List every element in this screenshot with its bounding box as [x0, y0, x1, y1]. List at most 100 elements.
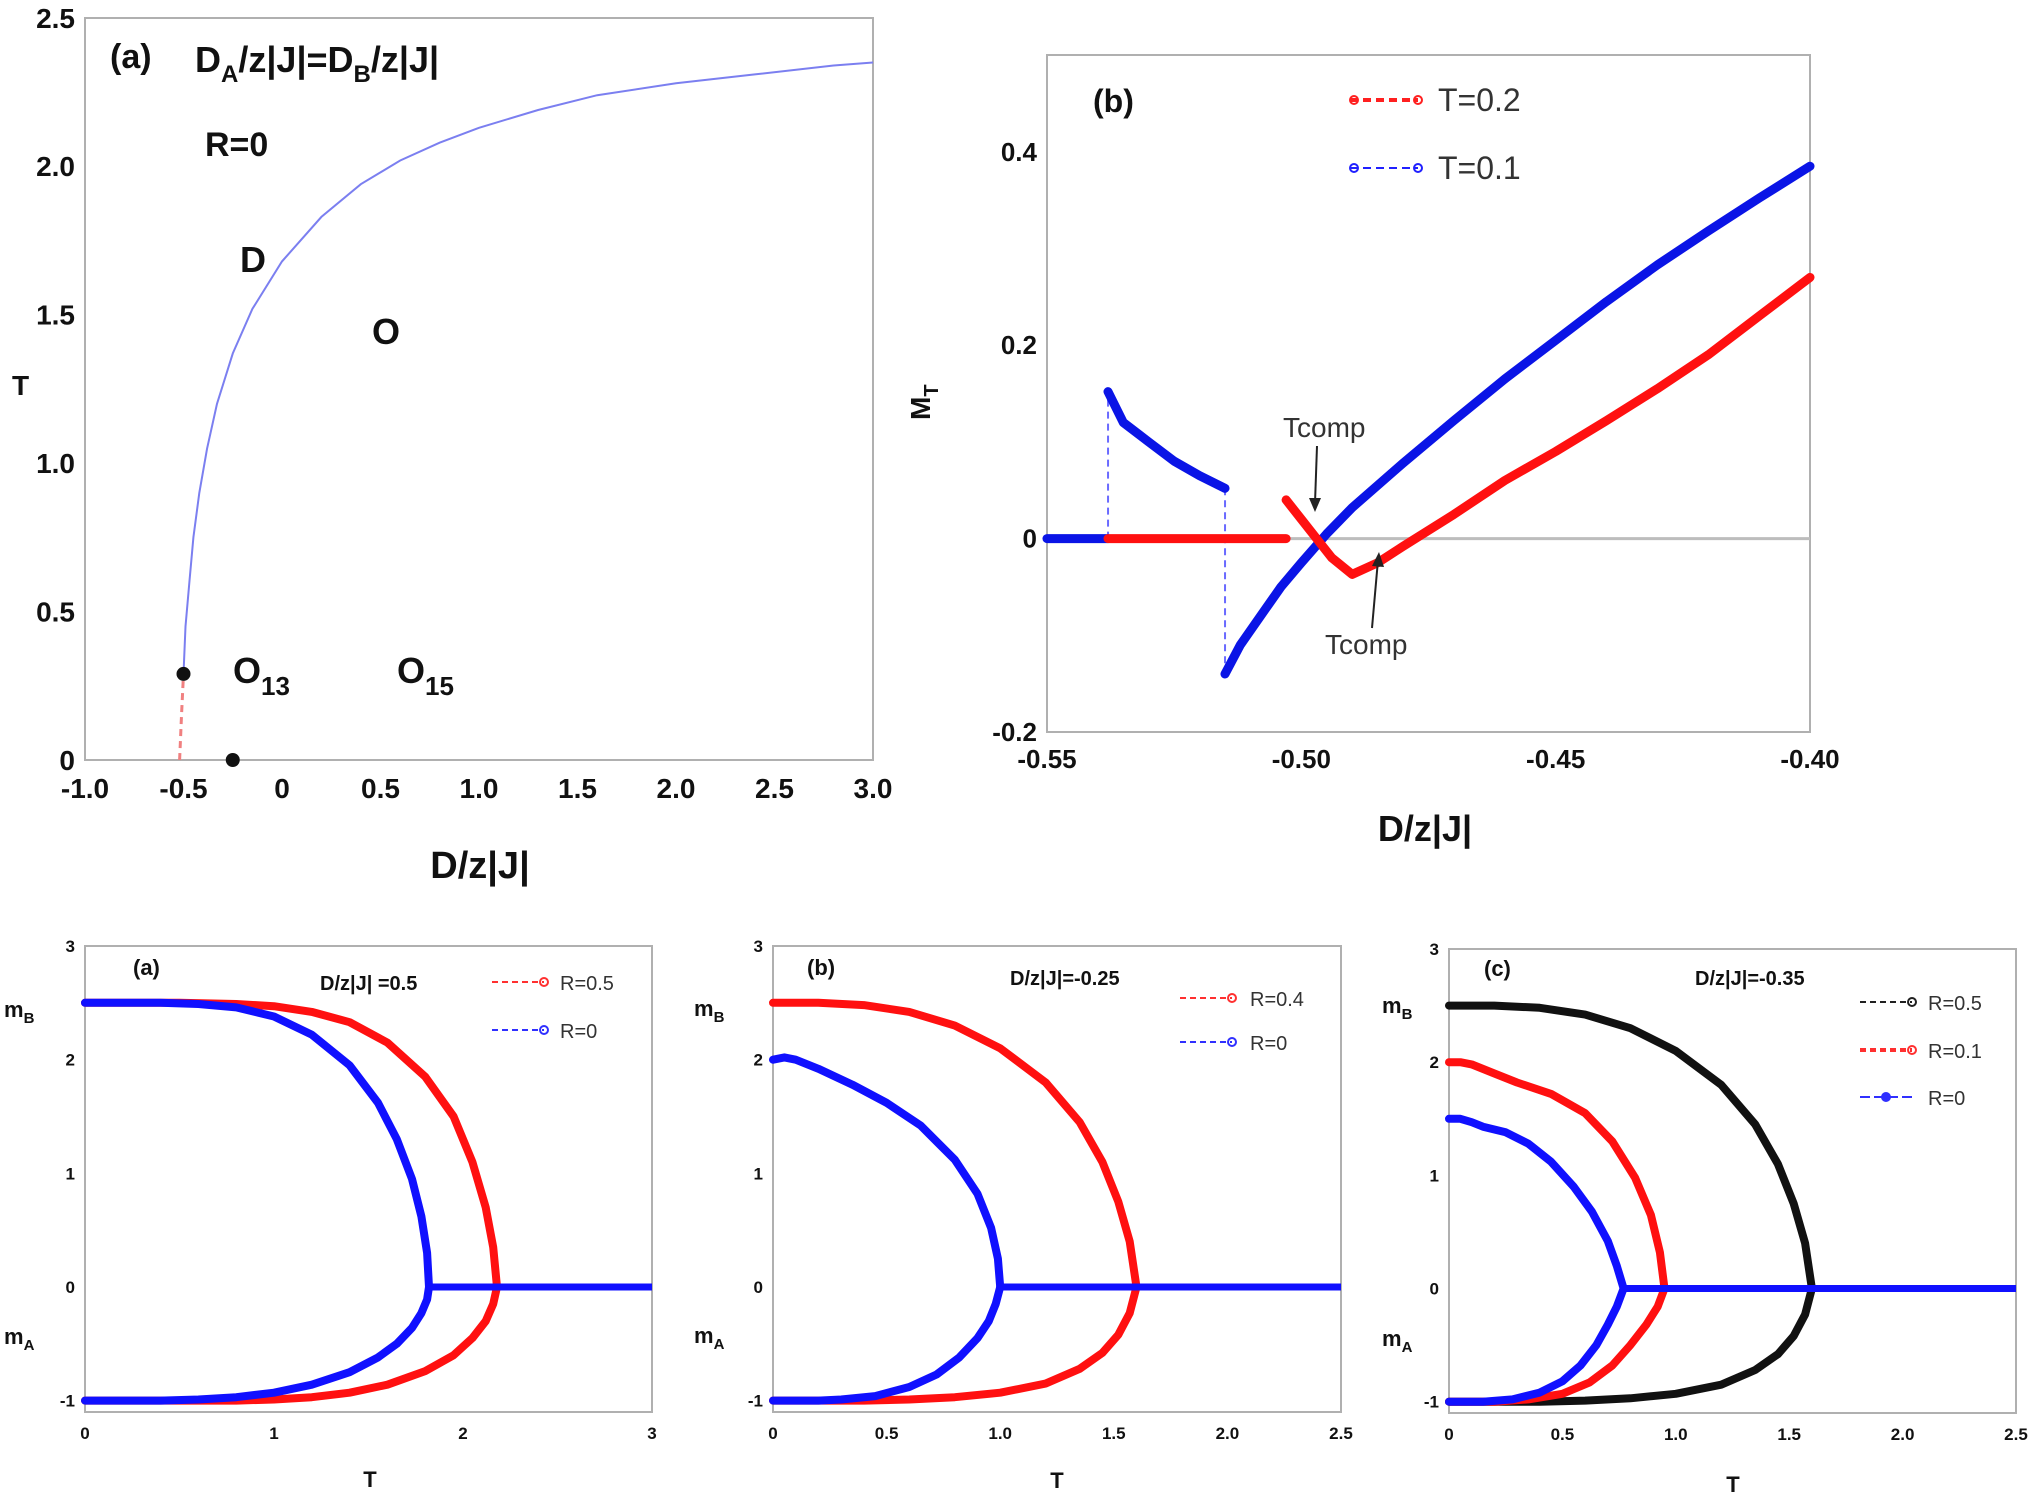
panel-c3-ytick-2: 1: [1430, 1166, 1439, 1185]
panel-a-xtick-8: 3.0: [854, 773, 893, 804]
legend-label-c3-r0: R=0: [1928, 1088, 1965, 1110]
tcomp-arrow-1: [1314, 445, 1318, 504]
panel-c2-series-1-lower: [769, 1283, 1005, 1405]
tcomp-arrowhead-1: [1309, 498, 1321, 512]
panel-c2-ma-label: mA: [694, 1323, 725, 1353]
panel-a-series-0: [182, 61, 874, 674]
legend-marker-t02-left: [1349, 95, 1359, 105]
legend-marker-c3-r0: [1881, 1092, 1891, 1102]
panel-c1-ticks: 0 1 2 3 -1 0 1 2 3: [60, 937, 657, 1443]
panel-c2-series-1-upper: [769, 1053, 1005, 1291]
panel-b-legend: T=0.2 T=0.1: [1349, 82, 1521, 186]
panel-c1-legend: R=0.5 R=0: [492, 973, 614, 1043]
panel-b-xtick-3: -0.40: [1780, 744, 1839, 774]
panel-c2-series-0-upper: [769, 998, 1141, 1291]
panel-a-ytick-0: 0: [59, 745, 75, 776]
panel-b-series-0-segment-2: [1220, 161, 1815, 679]
panel-c3-ytick-3: 2: [1430, 1053, 1439, 1072]
legend-marker-c3-r01: [1907, 1045, 1917, 1055]
panel-b-ytick-2: 0.2: [1001, 330, 1037, 360]
panel-c3-ticks: 0 0.5 1.0 1.5 2.0 2.5 -1 0 1 2 3: [1424, 940, 2028, 1444]
panel-a-ylabel: T: [12, 370, 29, 401]
panel-c3-series-2-upper: [1445, 1114, 1628, 1293]
panel-c2-mb-label: mB: [694, 996, 725, 1026]
panel-c2-ytick-2: 1: [754, 1164, 763, 1183]
panel-c1-xtick-2: 2: [458, 1424, 467, 1443]
tcomp-arrow-2: [1371, 559, 1379, 629]
panel-c2-ytick-3: 2: [754, 1051, 763, 1070]
panel-c3-series-1-upper: [1445, 1058, 1669, 1293]
panel-b-xlabel: D/z|J|: [1378, 808, 1472, 850]
tcomp-annotation-1: Tcomp: [1283, 412, 1365, 512]
legend-marker-c1-r0: [539, 1025, 549, 1035]
panel-c3-label: (c): [1484, 956, 1511, 981]
panel-c1-title: D/z|J| =0.5: [320, 973, 417, 995]
panel-c3-ytick-0: -1: [1424, 1393, 1439, 1412]
region-o-label: O: [372, 311, 400, 352]
panel-b-frame: [1046, 54, 1811, 733]
panel-a-ytick-2: 1.0: [36, 448, 75, 479]
panel-c2-xtick-0: 0: [768, 1424, 777, 1443]
panel-c1-ytick-0: -1: [60, 1392, 75, 1411]
tcomp-annotation-2: Tcomp: [1325, 552, 1407, 660]
panel-c1-ma-label: mA: [4, 1324, 35, 1354]
panel-b-xtick-0: -0.55: [1017, 744, 1076, 774]
panel-b-plot-area: [1042, 161, 1815, 679]
panel-a-frame: [84, 17, 874, 761]
legend-item-t02: T=0.2: [1349, 82, 1521, 118]
panel-c2-ticks: 0 0.5 1.0 1.5 2.0 2.5 -1 0 1 2 3: [748, 937, 1353, 1443]
panel-a-r-label: R=0: [205, 126, 268, 164]
panel-c1-xtick-1: 1: [269, 1424, 278, 1443]
panel-c1-series-0-upper: [81, 998, 501, 1291]
panel-c2-plot-area: [769, 998, 1341, 1405]
panel-b-ytick-1: 0: [1023, 524, 1037, 554]
panel-c1-plot-area: [81, 998, 652, 1405]
panel-c2-xtick-5: 2.5: [1329, 1424, 1353, 1443]
panel-a-xtick-1: -0.5: [159, 773, 207, 804]
panel-c3-xtick-2: 1.0: [1664, 1425, 1688, 1444]
legend-marker-c1-r05: [539, 977, 549, 987]
panel-c1-label: (a): [133, 955, 160, 980]
panel-c1-xtick-0: 0: [80, 1424, 89, 1443]
panel-c2-label: (b): [807, 955, 835, 980]
panel-c3-xlabel: T: [1726, 1472, 1740, 1497]
panel-b-ylabel: MT: [905, 384, 943, 420]
panel-c2-ytick-4: 3: [754, 937, 763, 956]
tcomp-arrowhead-2: [1372, 552, 1384, 567]
panel-c1-ytick-3: 2: [66, 1051, 75, 1070]
legend-marker-t02-right: [1413, 95, 1423, 105]
panel-a-xtick-5: 1.5: [558, 773, 597, 804]
region-o13-label: O13: [233, 650, 290, 701]
tcomp-label-2: Tcomp: [1325, 629, 1407, 660]
panel-c3-plot-area: [1445, 1001, 2016, 1406]
legend-label-c1-r05: R=0.5: [560, 973, 614, 995]
panel-a-xtick-3: 0.5: [361, 773, 400, 804]
panel-c2-legend: R=0.4 R=0: [1180, 989, 1304, 1055]
panel-a-xtick-2: 0: [274, 773, 290, 804]
panel-a-point-0: [176, 666, 191, 681]
panel-b-xtick-1: -0.50: [1272, 744, 1331, 774]
panel-c3-xtick-1: 0.5: [1551, 1425, 1575, 1444]
tcomp-label-1: Tcomp: [1283, 412, 1365, 443]
region-o15-label: O15: [397, 650, 454, 701]
panel-b-ytick-3: 0.4: [1001, 137, 1038, 167]
panel-a-xlabel: D/z|J|: [430, 845, 529, 887]
panel-c2-ytick-1: 0: [754, 1278, 763, 1297]
panel-a-xtick-6: 2.0: [657, 773, 696, 804]
panel-c1-series-1-lower: [81, 1283, 433, 1405]
panel-b-series-0-segment-1: [1103, 387, 1230, 493]
panel-c1-mb-label: mB: [4, 997, 35, 1027]
panel-c1-ytick-4: 3: [66, 937, 75, 956]
panel-c2-ytick-0: -1: [748, 1392, 763, 1411]
legend-label-c1-r0: R=0: [560, 1021, 597, 1043]
panel-a-ytick-1: 0.5: [36, 596, 75, 627]
panel-c1-xtick-3: 3: [647, 1424, 656, 1443]
legend-item-t01: T=0.1: [1349, 150, 1521, 186]
panel-b-ytick-0: -0.2: [992, 717, 1037, 747]
panel-b-magnetization: -0.55 -0.50 -0.45 -0.40 -0.2 0 0.2 0.4 (b) T=0.…: [905, 54, 1840, 850]
legend-label-c2-r04: R=0.4: [1250, 989, 1304, 1011]
panel-c1-frame: [84, 945, 653, 1413]
panel-a-phase-diagram: -1.0 -0.5 0 0.5 1.0 1.5 2.0 2.5 3.0 0 0.5 1.0 1.5 2.0…: [12, 3, 892, 887]
